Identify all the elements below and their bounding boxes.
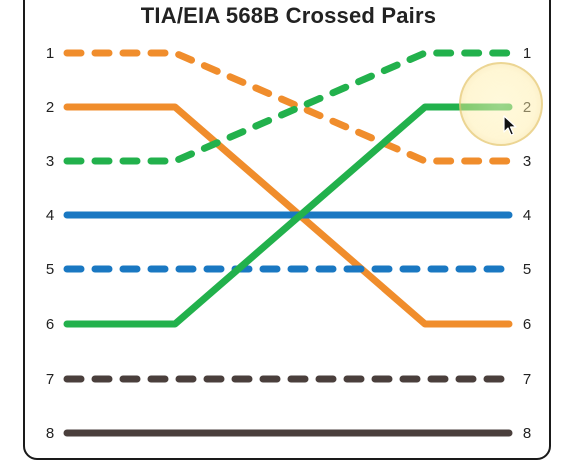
cursor-highlight-icon [459, 62, 543, 146]
diagram-title: TIA/EIA 568B Crossed Pairs [140, 3, 437, 28]
pin-labels-layer: 1234567812345678 [46, 45, 531, 442]
left-pin-label-4: 4 [46, 207, 54, 224]
right-pin-label-5: 5 [523, 261, 531, 278]
right-pin-label-3: 3 [523, 153, 531, 170]
left-pin-label-1: 1 [46, 45, 54, 62]
right-pin-label-7: 7 [523, 371, 531, 388]
left-pin-label-3: 3 [46, 153, 54, 170]
wire-green-dashed-pin-3-to-1 [63, 49, 513, 165]
right-pin-label-1: 1 [523, 45, 531, 62]
arrow-cursor-icon [503, 115, 517, 136]
right-pin-label-6: 6 [523, 316, 531, 333]
wire-orange-dashed-pin-1-to-3 [63, 49, 513, 165]
left-pin-label-8: 8 [46, 425, 54, 442]
left-pin-label-2: 2 [46, 99, 54, 116]
right-pin-label-4: 4 [523, 207, 531, 224]
wires-layer [63, 49, 513, 437]
left-pin-label-6: 6 [46, 316, 54, 333]
left-pin-label-7: 7 [46, 371, 54, 388]
left-pin-label-5: 5 [46, 261, 54, 278]
right-pin-label-8: 8 [523, 425, 531, 442]
